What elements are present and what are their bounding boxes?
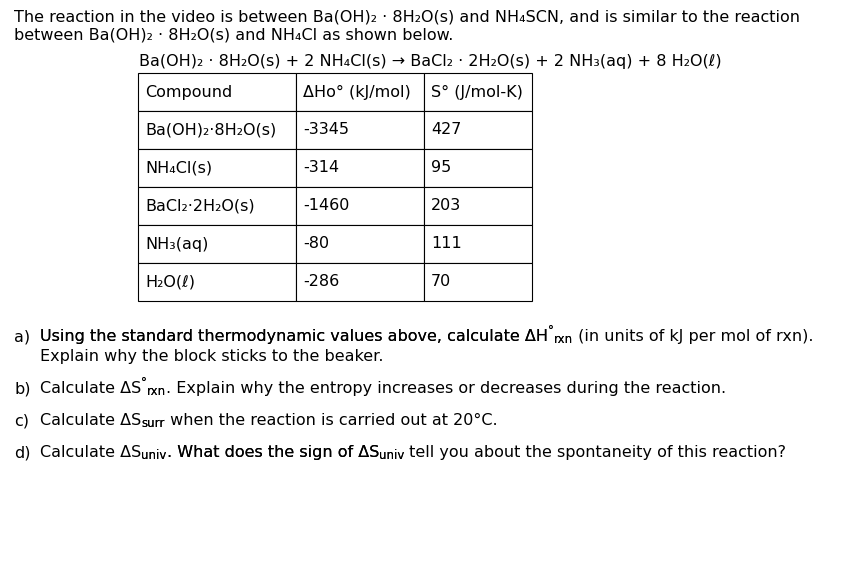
Text: Using the standard thermodynamic values above, calculate ΔH: Using the standard thermodynamic values … [40,329,548,344]
Text: when the reaction is carried out at 20°C.: when the reaction is carried out at 20°C… [164,413,498,428]
Text: Ba(OH)₂·8H₂O(s): Ba(OH)₂·8H₂O(s) [145,122,276,138]
Text: univ: univ [379,449,405,462]
Text: °: ° [141,376,147,389]
Text: °: ° [141,376,147,389]
Bar [424,263,532,301]
Bar [138,149,296,187]
Text: rxn: rxn [554,333,573,346]
Text: rxn: rxn [147,385,166,398]
Bar [138,263,296,301]
Bar [424,149,532,187]
Text: 95: 95 [431,161,451,175]
Text: tell you about the spontaneity of this reaction?: tell you about the spontaneity of this r… [405,445,786,460]
Bar [138,225,296,263]
Text: c): c) [14,413,29,428]
Text: Explain why the block sticks to the beaker.: Explain why the block sticks to the beak… [40,349,383,364]
Text: Calculate ΔS: Calculate ΔS [40,413,141,428]
Text: a): a) [14,329,30,344]
Text: univ: univ [141,449,167,462]
Text: . What does the sign of ΔS: . What does the sign of ΔS [167,445,379,460]
Text: BaCl₂·2H₂O(s): BaCl₂·2H₂O(s) [145,199,255,213]
Bar [296,73,424,111]
Text: between Ba(OH)₂ · 8H₂O(s) and NH₄Cl as shown below.: between Ba(OH)₂ · 8H₂O(s) and NH₄Cl as s… [14,28,454,43]
Bar [138,111,296,149]
Bar [424,73,532,111]
Text: NH₄Cl(s): NH₄Cl(s) [145,161,212,175]
Bar [296,225,424,263]
Text: S° (J/mol-K): S° (J/mol-K) [431,85,523,99]
Text: NH₃(aq): NH₃(aq) [145,236,208,252]
Text: -314: -314 [303,161,339,175]
Text: d): d) [14,445,30,460]
Bar [138,187,296,225]
Text: b): b) [14,381,30,396]
Text: surr: surr [141,417,164,430]
Text: 427: 427 [431,122,461,138]
Text: surr: surr [141,417,164,430]
Text: Ba(OH)₂ · 8H₂O(s) + 2 NH₄Cl(s) → BaCl₂ · 2H₂O(s) + 2 NH₃(aq) + 8 H₂O(ℓ): Ba(OH)₂ · 8H₂O(s) + 2 NH₄Cl(s) → BaCl₂ ·… [139,54,722,69]
Text: (in units of kJ per mol of rxn).: (in units of kJ per mol of rxn). [573,329,814,344]
Text: 111: 111 [431,236,461,252]
Bar [296,187,424,225]
Text: H₂O(ℓ): H₂O(ℓ) [145,275,195,289]
Text: °: ° [548,324,554,337]
Text: . What does the sign of ΔS: . What does the sign of ΔS [167,445,379,460]
Bar [296,263,424,301]
Text: -3345: -3345 [303,122,349,138]
Bar [138,73,296,111]
Text: Using the standard thermodynamic values above, calculate ΔH: Using the standard thermodynamic values … [40,329,548,344]
Text: rxn: rxn [147,385,166,398]
Text: . Explain why the entropy increases or decreases during the reaction.: . Explain why the entropy increases or d… [166,381,727,396]
Text: Calculate ΔS: Calculate ΔS [40,445,141,460]
Text: ΔHᴏ° (kJ/mol): ΔHᴏ° (kJ/mol) [303,85,411,99]
Text: 70: 70 [431,275,451,289]
Text: 203: 203 [431,199,461,213]
Bar [296,111,424,149]
Text: univ: univ [379,449,405,462]
Text: -1460: -1460 [303,199,350,213]
Text: rxn: rxn [554,333,573,346]
Text: °: ° [548,324,554,337]
Text: The reaction in the video is between Ba(OH)₂ · 8H₂O(s) and NH₄SCN, and is simila: The reaction in the video is between Ba(… [14,9,800,24]
Bar [424,187,532,225]
Text: univ: univ [141,449,167,462]
Bar [296,149,424,187]
Text: -286: -286 [303,275,339,289]
Bar [424,225,532,263]
Text: -80: -80 [303,236,329,252]
Text: Calculate ΔS: Calculate ΔS [40,381,141,396]
Bar [424,111,532,149]
Text: Compound: Compound [145,85,232,99]
